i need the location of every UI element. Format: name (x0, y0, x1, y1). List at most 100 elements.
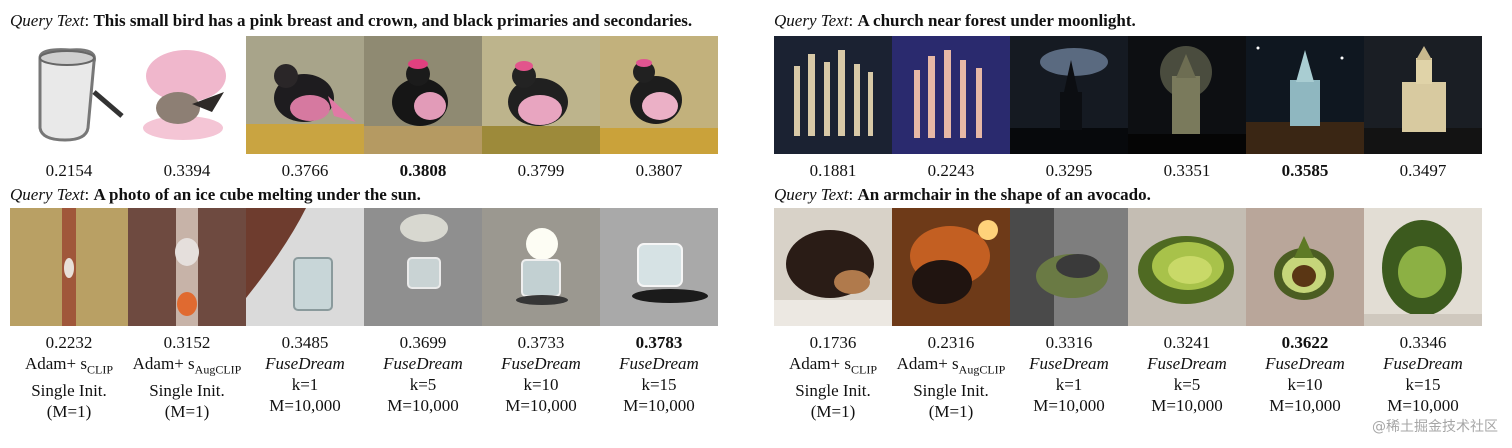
m-label: M=10,000 (1033, 396, 1105, 415)
bird-image (482, 36, 600, 154)
m-label: (M=1) (46, 402, 92, 422)
caption-row: 0.1736 Adam+ sCLIP Single Init. (M=1) 0.… (774, 332, 1482, 422)
church-night-image (1246, 36, 1364, 154)
score-value: 0.3241 (1163, 333, 1211, 352)
score-row: 0.1881 0.2243 0.3295 0.3351 0.3585 0.349… (774, 160, 1482, 181)
avocado-chair-image (1010, 208, 1128, 326)
caption-cell: 0.3622 FuseDream k=10 M=10,000 (1246, 332, 1364, 422)
m-label: M=10,000 (623, 396, 695, 415)
image-row (774, 208, 1482, 326)
bird-image (246, 36, 364, 154)
score-value: 0.2316 (927, 333, 975, 352)
score-value-best: 0.3585 (1281, 161, 1329, 180)
avocado-chair-image (1364, 208, 1482, 326)
method-name: Adam+ s (132, 354, 195, 373)
pink-bird-sketch-image (128, 36, 246, 154)
score-value: 0.3799 (517, 161, 565, 180)
dripping-ice-image (10, 208, 128, 326)
query-label: Query Text (10, 185, 85, 204)
init-label: Single Init. (31, 381, 107, 401)
ice-cube-image (364, 208, 482, 326)
score-value: 0.3699 (399, 333, 447, 352)
score-value: 0.3394 (163, 161, 211, 180)
panel-ice-cube: Query Text: A photo of an ice cube melti… (10, 184, 750, 434)
caption-cell: 0.3316 FuseDream k=1 M=10,000 (1010, 332, 1128, 422)
query-text: Query Text: A church near forest under m… (774, 11, 1136, 30)
dog-image (892, 208, 1010, 326)
caption-cell: 0.3346 FuseDream k=15 M=10,000 (1364, 332, 1482, 422)
image-row (774, 36, 1482, 154)
avocado-chair-image (1246, 208, 1364, 326)
query-label: Query Text (774, 11, 849, 30)
score-value: 0.1881 (809, 161, 857, 180)
score-cell: 0.2243 (892, 160, 1010, 181)
method-subscript: CLIP (86, 362, 113, 377)
m-label: M=10,000 (1387, 396, 1459, 415)
image-row (10, 208, 718, 326)
method-name: FuseDream (619, 354, 699, 373)
score-value: 0.3807 (635, 161, 683, 180)
m-label: M=10,000 (505, 396, 577, 415)
score-value: 0.3766 (281, 161, 329, 180)
query-sentence: This small bird has a pink breast and cr… (93, 11, 693, 30)
score-value: 0.2154 (45, 161, 93, 180)
score-cell: 0.3351 (1128, 160, 1246, 181)
ice-cube-image (600, 208, 718, 326)
panel-avocado-armchair: Query Text: An armchair in the shape of … (774, 184, 1494, 434)
m-label: (M=1) (810, 402, 856, 422)
m-label: M=10,000 (1269, 396, 1341, 415)
score-cell: 0.2154 (10, 160, 128, 181)
m-label: M=10,000 (269, 396, 341, 415)
k-label: k=10 (523, 375, 559, 394)
method-label: Adam+ sCLIP (774, 353, 892, 380)
score-value-best: 0.3622 (1281, 333, 1329, 352)
caption-cell: 0.2232 Adam+ sCLIP Single Init. (M=1) (10, 332, 128, 422)
score-cell: 0.3807 (600, 160, 718, 181)
score-cell: 0.3585 (1246, 160, 1364, 181)
white-mug-image (10, 36, 128, 154)
query-sentence: A church near forest under moonlight. (857, 11, 1136, 30)
score-value: 0.3295 (1045, 161, 1093, 180)
query-label: Query Text (774, 185, 849, 204)
k-label: k=1 (1055, 375, 1083, 394)
m-label: (M=1) (164, 402, 210, 422)
k-label: k=15 (1405, 375, 1441, 394)
caption-cell: 0.1736 Adam+ sCLIP Single Init. (M=1) (774, 332, 892, 422)
church-night-image (1010, 36, 1128, 154)
score-value: 0.3733 (517, 333, 565, 352)
score-cell: 0.3295 (1010, 160, 1128, 181)
caption-cell: 0.3699 FuseDream k=5 M=10,000 (364, 332, 482, 422)
score-value: 0.3485 (281, 333, 329, 352)
query-text: Query Text: An armchair in the shape of … (774, 185, 1151, 204)
method-name: FuseDream (265, 354, 345, 373)
ice-cube-image (482, 208, 600, 326)
score-value: 0.2232 (45, 333, 93, 352)
coral-image (774, 36, 892, 154)
k-label: k=10 (1287, 375, 1323, 394)
m-label: M=10,000 (387, 396, 459, 415)
score-value-best: 0.3783 (635, 333, 683, 352)
glass-image (246, 208, 364, 326)
method-label: Adam+ sCLIP (10, 353, 128, 380)
method-subscript: AugCLIP (194, 362, 242, 377)
image-row (10, 36, 718, 154)
score-cell: 0.3394 (128, 160, 246, 181)
k-label: k=1 (291, 375, 319, 394)
init-label: Single Init. (913, 381, 989, 401)
method-name: Adam+ s (788, 354, 851, 373)
score-value: 0.3497 (1399, 161, 1447, 180)
coral-image (892, 36, 1010, 154)
bird-image (600, 36, 718, 154)
method-name: FuseDream (501, 354, 581, 373)
method-name: FuseDream (1383, 354, 1463, 373)
caption-cell: 0.3485 FuseDream k=1 M=10,000 (246, 332, 364, 422)
score-row: 0.2154 0.3394 0.3766 0.3808 0.3799 0.380… (10, 160, 718, 181)
score-value: 0.3351 (1163, 161, 1211, 180)
watermark: @稀土掘金技术社区 (1372, 419, 1498, 435)
query-sentence: An armchair in the shape of an avocado. (857, 185, 1151, 204)
dog-image (774, 208, 892, 326)
church-night-image (1128, 36, 1246, 154)
method-label: Adam+ sAugCLIP (128, 353, 246, 380)
score-value: 0.3152 (163, 333, 211, 352)
method-name: FuseDream (1147, 354, 1227, 373)
